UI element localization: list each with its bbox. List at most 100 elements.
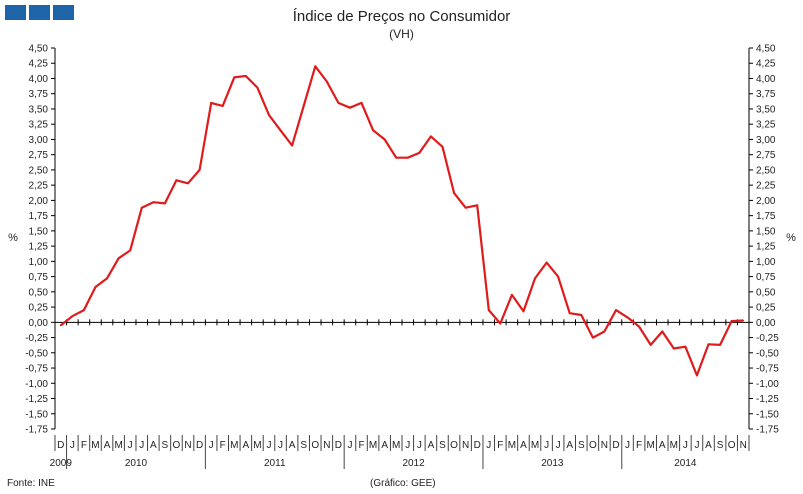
data-point xyxy=(198,169,201,171)
month-label: J xyxy=(266,440,271,451)
y-tick-label-right: 0,75 xyxy=(756,272,776,283)
data-point xyxy=(430,135,432,138)
y-tick-label-left: 0,00 xyxy=(29,318,49,329)
data-point xyxy=(117,257,120,260)
y-tick-label-left: -1,25 xyxy=(25,394,48,405)
data-point xyxy=(163,202,166,205)
data-point xyxy=(742,319,745,322)
data-point xyxy=(106,277,108,280)
data-point xyxy=(545,261,548,264)
month-label: O xyxy=(450,440,458,451)
y-tick-label-right: 0,00 xyxy=(756,318,776,329)
y-tick-label-left: 3,50 xyxy=(29,104,49,115)
y-tick-label-right: 4,50 xyxy=(756,44,776,55)
y-tick-label-left: -1,75 xyxy=(25,425,48,436)
month-label: O xyxy=(173,440,181,451)
y-tick-label-right: -1,00 xyxy=(756,379,779,390)
data-point xyxy=(406,156,409,159)
month-label: M xyxy=(647,440,655,451)
data-point xyxy=(707,343,710,346)
month-label: M xyxy=(392,440,400,451)
data-point xyxy=(175,179,178,182)
month-label: N xyxy=(323,440,330,451)
y-tick-label-left: -1,00 xyxy=(25,379,48,390)
credit-note: (Gráfico: GEE) xyxy=(370,478,436,489)
y-tick-label-left: 0,25 xyxy=(29,303,49,314)
y-tick-label-left: 2,25 xyxy=(29,181,49,192)
y-tick-label-left: -0,25 xyxy=(25,333,48,344)
data-point xyxy=(302,105,305,107)
month-label: F xyxy=(636,440,642,451)
y-tick-label-left: 3,25 xyxy=(29,120,49,131)
y-tick-label-right: 1,25 xyxy=(756,242,776,253)
month-label: D xyxy=(612,440,619,451)
data-point xyxy=(244,75,247,77)
month-label: A xyxy=(520,440,527,451)
source-note: Fonte: INE xyxy=(7,478,55,489)
month-label: F xyxy=(81,440,87,451)
y-tick-label-right: -1,75 xyxy=(756,425,779,436)
series-line-0 xyxy=(60,65,744,377)
y-tick-label-right: 3,00 xyxy=(756,135,776,146)
y-tick-label-left: 3,00 xyxy=(29,135,49,146)
y-tick-label-right: 1,00 xyxy=(756,257,776,268)
month-label: J xyxy=(70,440,75,451)
data-point xyxy=(59,324,62,327)
y-tick-label-left: 4,50 xyxy=(29,44,49,55)
data-point xyxy=(453,192,455,194)
y-tick-label-left: 1,50 xyxy=(29,226,49,237)
data-point xyxy=(383,138,386,141)
data-point xyxy=(476,204,479,207)
data-point xyxy=(464,206,467,209)
month-label: M xyxy=(369,440,377,451)
month-label: J xyxy=(209,440,214,451)
data-point xyxy=(499,322,502,325)
data-point xyxy=(187,182,189,185)
y-tick-label-right: 3,25 xyxy=(756,120,776,131)
month-label: A xyxy=(566,440,573,451)
month-label: O xyxy=(311,440,319,451)
month-label: J xyxy=(128,440,133,451)
month-label: N xyxy=(740,440,747,451)
y-tick-label-right: -0,50 xyxy=(756,348,779,359)
data-point xyxy=(661,330,664,333)
month-label: J xyxy=(544,440,549,451)
month-label: M xyxy=(91,440,99,451)
y-tick-label-left: 0,75 xyxy=(29,272,49,283)
y-tick-label-right: 1,50 xyxy=(756,226,776,237)
month-label: J xyxy=(139,440,144,451)
data-point xyxy=(638,325,641,328)
month-label: D xyxy=(335,440,342,451)
data-point xyxy=(152,201,155,204)
y-tick-label-right: 0,50 xyxy=(756,287,776,298)
y-tick-label-right: -0,75 xyxy=(756,364,779,375)
data-point xyxy=(349,106,351,109)
data-point xyxy=(71,315,74,318)
data-point xyxy=(268,114,270,116)
month-label: S xyxy=(300,440,307,451)
month-label: S xyxy=(439,440,446,451)
month-label: N xyxy=(184,440,191,451)
y-tick-label-left: 4,00 xyxy=(29,74,49,85)
y-tick-label-left: 1,25 xyxy=(29,242,49,253)
year-label: 2012 xyxy=(402,458,425,469)
y-tick-label-left: -0,75 xyxy=(25,364,48,375)
month-label: D xyxy=(196,440,203,451)
month-label: A xyxy=(150,440,157,451)
month-label: D xyxy=(57,440,64,451)
y-tick-label-right: -1,25 xyxy=(756,394,779,405)
data-point xyxy=(510,293,513,296)
month-label: N xyxy=(462,440,469,451)
month-label: M xyxy=(114,440,122,451)
y-tick-label-right: 2,00 xyxy=(756,196,776,207)
data-point xyxy=(140,206,143,209)
month-label: A xyxy=(381,440,388,451)
month-label: F xyxy=(358,440,364,451)
y-tick-label-left: 2,00 xyxy=(29,196,49,207)
data-point xyxy=(210,101,213,104)
month-label: A xyxy=(289,440,296,451)
month-label: J xyxy=(278,440,283,451)
month-label: A xyxy=(705,440,712,451)
year-label: 2009 xyxy=(50,458,73,469)
data-point xyxy=(395,156,398,159)
